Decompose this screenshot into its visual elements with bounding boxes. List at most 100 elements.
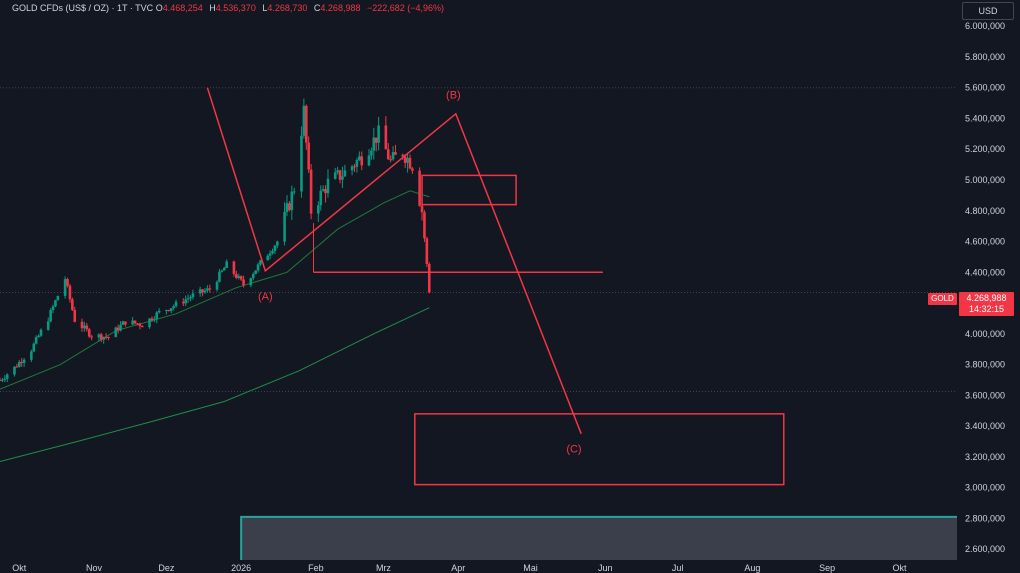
candle-body bbox=[22, 359, 26, 363]
candle-body bbox=[80, 321, 84, 329]
candle-body bbox=[140, 326, 144, 328]
candle-body bbox=[102, 336, 105, 340]
candle-body bbox=[155, 312, 159, 320]
candle-body bbox=[420, 205, 424, 213]
candle-body bbox=[39, 329, 43, 336]
x-tick-label: Mai bbox=[523, 563, 538, 573]
candle-body bbox=[37, 335, 40, 338]
y-tick-label: 3.800,000 bbox=[965, 360, 1005, 370]
candle-body bbox=[73, 309, 77, 322]
candle-body bbox=[377, 125, 380, 143]
candle-body bbox=[133, 320, 137, 324]
candle-body bbox=[174, 301, 178, 307]
x-tick-label: Jun bbox=[598, 563, 613, 573]
candle-body bbox=[186, 298, 190, 300]
candle-body bbox=[0, 380, 2, 381]
x-tick-label: Okt bbox=[12, 563, 27, 573]
x-axis[interactable]: Okt Nov Dez 2026 Feb Mrz Apr Mai Jun Jul Aug Sep Okt bbox=[12, 563, 907, 573]
candle-body bbox=[425, 238, 429, 265]
candle-body bbox=[360, 156, 364, 166]
candle-body bbox=[384, 125, 388, 150]
y-tick-label: 2.600,000 bbox=[965, 544, 1005, 554]
candle-body bbox=[172, 306, 175, 309]
candle-body bbox=[290, 191, 294, 211]
candle-body bbox=[66, 279, 69, 286]
candle-body bbox=[239, 276, 243, 280]
open-label: O bbox=[155, 3, 163, 13]
symbol-name[interactable]: GOLD CFDs (US$ / OZ) · 1T · TVC bbox=[12, 3, 154, 13]
candle-body bbox=[411, 168, 414, 171]
candle-body bbox=[336, 170, 339, 173]
candle-body bbox=[326, 178, 330, 194]
candle-body bbox=[201, 289, 204, 293]
y-tick-label: 6.000,000 bbox=[965, 21, 1005, 31]
candle-body bbox=[136, 323, 139, 325]
y-tick-label: 4.000,000 bbox=[965, 329, 1005, 339]
candle-body bbox=[203, 290, 207, 293]
candle-body bbox=[266, 255, 269, 261]
open-value: 4.468,254 bbox=[162, 3, 203, 13]
ma-slow-line bbox=[0, 307, 430, 462]
candle-body bbox=[338, 170, 342, 180]
x-tick-label: Aug bbox=[744, 563, 760, 573]
candle-body bbox=[169, 308, 173, 311]
candle-body bbox=[370, 150, 373, 156]
x-tick-label: Sep bbox=[819, 563, 835, 573]
wave-label: (C) bbox=[566, 443, 581, 455]
x-tick-label: Dez bbox=[158, 563, 175, 573]
candle-body bbox=[341, 176, 344, 180]
candle-body bbox=[304, 105, 308, 143]
candle-body bbox=[389, 159, 392, 161]
candle-body bbox=[237, 276, 241, 278]
candle-body bbox=[85, 325, 89, 330]
candle-body bbox=[104, 336, 108, 338]
candle-body bbox=[394, 152, 397, 155]
candle-body bbox=[83, 325, 86, 329]
candle-body bbox=[391, 152, 395, 160]
candle-body bbox=[218, 271, 221, 282]
candle-body bbox=[13, 366, 16, 375]
candle-body bbox=[34, 337, 38, 344]
ma-fast-line bbox=[0, 190, 430, 390]
candle-body bbox=[198, 289, 202, 294]
wave-label: (A) bbox=[258, 291, 273, 303]
candle-body bbox=[283, 211, 286, 242]
x-tick-label: Apr bbox=[451, 563, 465, 573]
candle-body bbox=[288, 203, 291, 211]
candle-body bbox=[350, 166, 354, 171]
y-tick-label: 3.200,000 bbox=[965, 452, 1005, 462]
teal-zone-fill bbox=[241, 516, 957, 560]
symbol-header: GOLD CFDs (US$ / OZ) · 1T · TVC O4.468,2… bbox=[12, 3, 448, 13]
candle-body bbox=[372, 137, 376, 151]
candle-body bbox=[191, 293, 195, 298]
x-tick-label: Mrz bbox=[376, 563, 391, 573]
candle-body bbox=[15, 366, 19, 368]
y-axis[interactable]: 6.000,000 5.800,000 5.600,000 5.400,000 5.20… bbox=[965, 21, 1005, 554]
target-zone bbox=[414, 413, 785, 486]
candle-body bbox=[68, 285, 72, 300]
currency-button[interactable]: USD bbox=[962, 2, 1014, 20]
candle-body bbox=[56, 295, 60, 301]
target-zone bbox=[421, 174, 517, 206]
candle-body bbox=[3, 378, 7, 380]
low-value: 4.268,730 bbox=[267, 3, 308, 13]
candle-body bbox=[49, 310, 52, 322]
candle-body bbox=[107, 337, 110, 339]
x-tick-label: Jul bbox=[672, 563, 684, 573]
y-tick-label: 5.200,000 bbox=[965, 144, 1005, 154]
candle-body bbox=[116, 327, 120, 331]
candle-body bbox=[406, 157, 409, 163]
annotations[interactable]: (A) (B) (C) bbox=[206, 87, 603, 456]
candle-body bbox=[273, 245, 277, 251]
candle-body bbox=[276, 241, 279, 246]
candle-body bbox=[302, 105, 306, 136]
candle-body bbox=[321, 189, 325, 191]
candles bbox=[0, 98, 431, 383]
y-tick-label: 5.000,000 bbox=[965, 175, 1005, 185]
candle-body bbox=[232, 261, 236, 274]
candle-body bbox=[63, 279, 67, 296]
candle-body bbox=[167, 309, 171, 311]
y-tick-label: 5.400,000 bbox=[965, 113, 1005, 123]
